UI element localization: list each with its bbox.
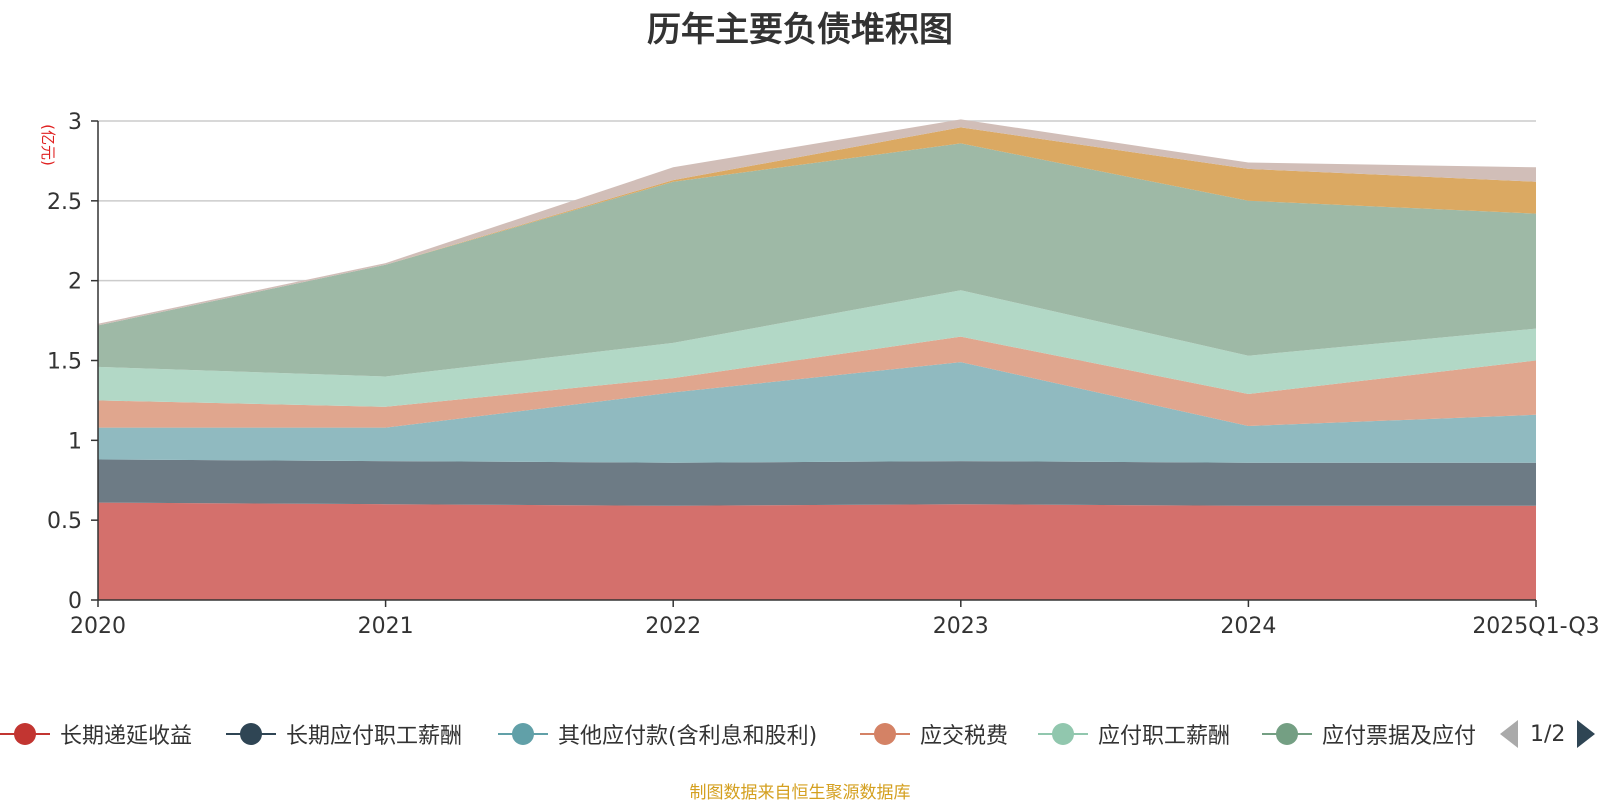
legend-label: 长期递延收益 — [60, 724, 193, 749]
legend-label: 其他应付款(含利息和股利) — [558, 724, 818, 749]
y-tick-label: 0 — [68, 589, 82, 614]
y-axis-unit-label: (亿元) — [39, 124, 57, 166]
area-series-1[interactable] — [98, 459, 1536, 506]
y-tick-label: 3 — [68, 110, 82, 135]
legend-label: 应付职工薪酬 — [1098, 724, 1231, 749]
x-tick-label: 2024 — [1220, 614, 1276, 639]
legend-page-indicator: 1/2 — [1530, 721, 1566, 747]
source-note: 制图数据来自恒生聚源数据库 — [689, 783, 911, 803]
legend-label: 应交税费 — [920, 724, 1009, 749]
x-tick-label: 2020 — [70, 614, 126, 639]
area-series-2[interactable] — [98, 362, 1536, 463]
y-tick-label: 2 — [68, 270, 82, 295]
legend-marker-icon — [1262, 712, 1312, 756]
legend-item[interactable]: 应交税费 — [860, 712, 1008, 756]
area-series-4[interactable] — [98, 290, 1536, 407]
legend-marker-icon — [498, 712, 548, 756]
x-tick-label: 2023 — [933, 614, 989, 639]
x-tick-label: 2025Q1-Q3 — [1472, 614, 1599, 639]
legend-marker-icon — [0, 712, 50, 756]
area-series-3[interactable] — [98, 336, 1536, 428]
chart-title: 历年主要负债堆积图 — [647, 10, 953, 50]
chart-svg: (亿元) 0 0.5 1 1.5 2 2.5 3 2020 2021 2022 2023 2024 20… — [39, 110, 1600, 639]
legend-label: 应付票据及应付 — [1322, 724, 1477, 749]
legend-item[interactable]: 长期递延收益 — [0, 712, 192, 756]
legend-pager: 1/2 — [1500, 716, 1596, 752]
legend-item[interactable]: 应付票据及应付 — [1262, 712, 1476, 756]
legend-marker-icon — [860, 712, 910, 756]
y-tick-label: 0.5 — [47, 509, 82, 534]
legend: 长期递延收益 长期应付职工薪酬 其他应付款(含利息和股利) 应交税费 应付职工薪酬 应付票… — [0, 712, 1480, 756]
legend-label: 长期应付职工薪酬 — [286, 724, 463, 749]
area-series-5[interactable] — [98, 143, 1536, 377]
legend-item[interactable]: 其他应付款(含利息和股利) — [498, 712, 817, 756]
area-layer — [98, 119, 1536, 600]
x-tick-label: 2021 — [358, 614, 414, 639]
legend-marker-icon — [1038, 712, 1088, 756]
legend-item[interactable]: 应付职工薪酬 — [1038, 712, 1230, 756]
y-tick-label: 1.5 — [47, 350, 82, 375]
legend-item[interactable]: 长期应付职工薪酬 — [226, 712, 462, 756]
legend-next-page-icon[interactable] — [1577, 720, 1596, 748]
y-tick-label: 1 — [68, 429, 82, 454]
legend-prev-page-icon[interactable] — [1500, 720, 1518, 748]
x-tick-label: 2022 — [645, 614, 701, 639]
axis-layer: (亿元) 0 0.5 1 1.5 2 2.5 3 2020 2021 2022 2023 2024 20… — [39, 110, 1600, 639]
legend-marker-icon — [226, 712, 276, 756]
area-series-0[interactable] — [98, 502, 1536, 600]
y-tick-label: 2.5 — [47, 190, 82, 215]
area-series-6[interactable] — [98, 127, 1536, 326]
